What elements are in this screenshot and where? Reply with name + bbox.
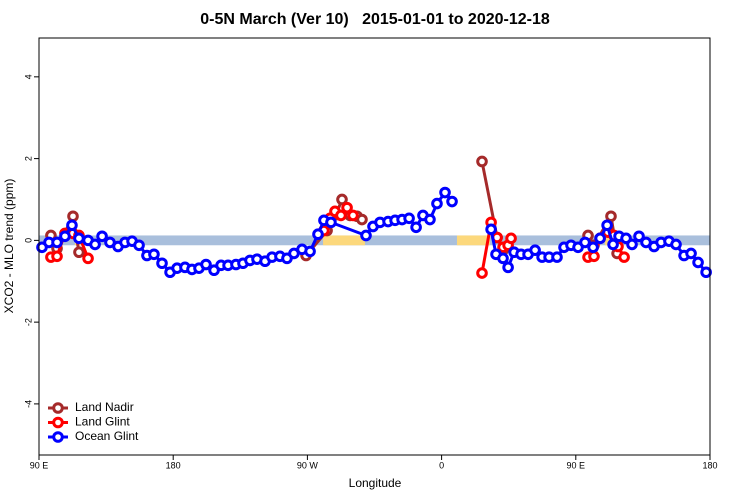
data-point (670, 238, 682, 251)
data-point (82, 252, 94, 265)
data-point (587, 241, 599, 254)
x-tick-label: 0 (439, 460, 444, 470)
data-point (341, 201, 353, 214)
y-axis-label: XCO2 - MLO trend (ppm) (2, 179, 16, 314)
data-point (431, 197, 443, 210)
data-point (497, 252, 509, 265)
data-point (73, 232, 85, 245)
y-tick-label: -2 (23, 318, 33, 326)
y-tick-label: 2 (23, 156, 33, 161)
data-point (626, 238, 638, 251)
data-point (133, 239, 145, 252)
data-point (403, 212, 415, 225)
data-point (335, 209, 347, 222)
data-point (156, 257, 168, 270)
data-point (601, 219, 613, 232)
data-point (51, 236, 63, 249)
data-point (529, 244, 541, 256)
x-axis-label: Longitude (349, 476, 402, 490)
legend-marker (52, 431, 64, 443)
data-point (66, 219, 78, 232)
data-point (476, 155, 488, 168)
x-tick-label: 180 (166, 460, 181, 470)
x-tick-label: 90 W (297, 460, 319, 470)
chart-title: 0-5N March (Ver 10) 2015-01-01 to 2020-1… (200, 11, 550, 28)
data-point (633, 230, 645, 243)
data-point (356, 213, 368, 226)
data-point (446, 195, 458, 208)
data-point (700, 266, 712, 279)
data-point (605, 210, 617, 223)
data-point (588, 250, 600, 263)
data-point (347, 209, 359, 222)
data-point (692, 256, 704, 269)
data-point (607, 238, 619, 251)
x-tick-label: 90 E (30, 460, 49, 470)
data-point (148, 248, 160, 261)
data-point (424, 213, 436, 226)
data-point (336, 193, 348, 206)
y-tick-label: 0 (23, 238, 33, 243)
data-point (439, 186, 451, 199)
plot-frame (38, 37, 711, 456)
data-point (89, 238, 101, 251)
data-point (200, 258, 212, 271)
data-point (505, 232, 517, 245)
data-point (67, 210, 79, 223)
y-tick-label: 4 (23, 74, 33, 79)
zero-band (39, 235, 710, 246)
data-point (410, 221, 422, 234)
y-tick-label: -4 (23, 400, 33, 408)
data-point (579, 236, 591, 249)
data-point (304, 245, 316, 258)
data-point (73, 246, 85, 259)
data-point (360, 229, 372, 242)
x-tick-label: 180 (702, 460, 717, 470)
data-point (59, 230, 71, 243)
x-tick-label: 90 E (567, 460, 586, 470)
data-point (325, 216, 337, 229)
highlight-span (323, 235, 365, 246)
data-point (685, 247, 697, 260)
legend-marker (52, 402, 64, 414)
data-point (485, 223, 497, 236)
legend-label: Ocean Glint (75, 429, 139, 443)
legend-label: Land Glint (75, 415, 130, 429)
data-point (96, 230, 108, 243)
data-point (476, 267, 488, 279)
data-point (618, 251, 630, 263)
data-point (51, 250, 63, 263)
data-point (594, 232, 606, 245)
data-point (312, 228, 324, 241)
legend-label: Land Nadir (75, 400, 134, 414)
data-point (502, 261, 514, 274)
legend-marker (52, 416, 64, 429)
data-point (551, 251, 563, 263)
highlight-span (456, 235, 491, 246)
